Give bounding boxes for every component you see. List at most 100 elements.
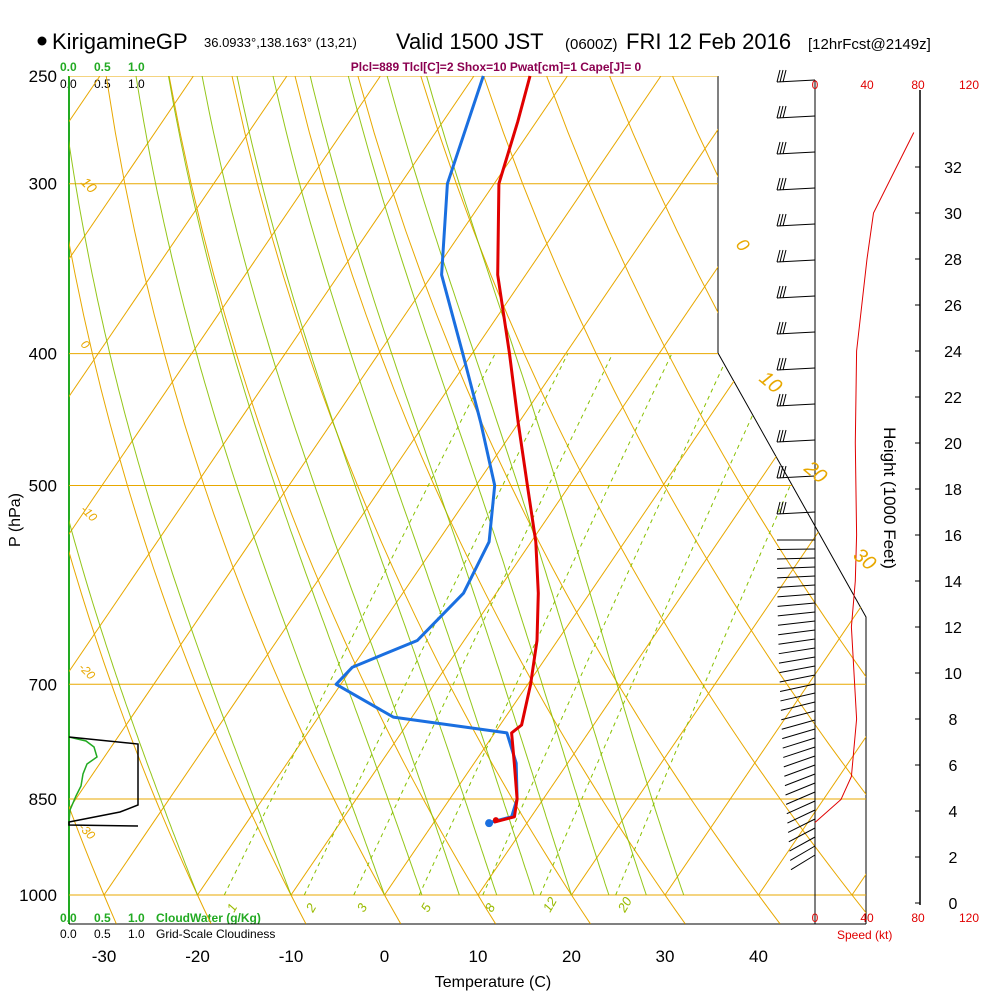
wind-barb xyxy=(777,602,816,607)
wind-barb xyxy=(777,584,816,588)
wind-barb xyxy=(784,773,816,787)
wind-barb-flag xyxy=(782,465,787,479)
height-tick-18: 18 xyxy=(944,482,962,499)
wind-barb-flag xyxy=(776,249,781,263)
dry-adiabat xyxy=(546,76,866,924)
dry-adiabat xyxy=(357,76,781,924)
wind-barb xyxy=(782,737,816,749)
y2-axis-title: Height (1000 Feet) xyxy=(880,427,899,569)
temp-tick-10: 10 xyxy=(469,947,488,966)
isotherm-line xyxy=(69,76,288,896)
wind-barb-flag xyxy=(779,213,784,227)
wind-barb-flag xyxy=(779,357,784,371)
dry-adiabat xyxy=(987,76,1000,924)
moist-adiabat xyxy=(69,76,198,896)
valid-time: Valid 1500 JST xyxy=(396,29,544,54)
wind-barb-flag xyxy=(779,177,784,191)
wind-barb-flag xyxy=(779,69,784,83)
wind-barb xyxy=(789,836,816,852)
isotherm-line xyxy=(69,76,475,896)
wind-barb-flag xyxy=(782,285,787,299)
wind-barb xyxy=(779,674,816,683)
mixing-ratio-label: 12 xyxy=(540,894,561,915)
forecast-info: [12hrFcst@2149z] xyxy=(808,36,931,53)
wind-barb-flag xyxy=(782,249,787,263)
height-tick-24: 24 xyxy=(944,344,962,361)
cw-tick-top-2: 1.0 xyxy=(128,60,145,74)
isotherm-line xyxy=(69,76,194,896)
wind-barb-flag xyxy=(779,285,784,299)
isotherm-label: 0 xyxy=(732,235,754,256)
wind-barb-flag xyxy=(782,501,787,515)
moist-adiabat xyxy=(135,76,385,896)
mixing-ratio-line xyxy=(303,353,569,896)
wind-barb-flag xyxy=(782,429,787,443)
dry-adiabat xyxy=(69,76,212,924)
profile-lines xyxy=(334,75,540,828)
wind-barb-flag xyxy=(782,393,787,407)
mixing-ratio-line xyxy=(482,353,730,896)
cw-tick-top-0: 0.0 xyxy=(60,60,77,74)
dry-adiabat xyxy=(105,76,402,924)
cl-tick-bot-1: 0.5 xyxy=(94,927,111,941)
wind-barb xyxy=(785,791,816,805)
height-tick-8: 8 xyxy=(949,712,958,729)
moist-adiabat xyxy=(168,76,423,896)
wind-barb-flag xyxy=(776,501,781,515)
wind-barb-flag xyxy=(782,213,787,227)
height-tick-6: 6 xyxy=(949,758,958,775)
wind-barb-flag xyxy=(779,393,784,407)
moist-adiabat xyxy=(309,76,572,896)
isotherm-label: -30 xyxy=(76,820,98,842)
cl-tick-top-2: 1.0 xyxy=(128,77,145,91)
cw-tick-top-1: 0.5 xyxy=(94,60,111,74)
wind-barb-flag xyxy=(776,429,781,443)
mixing-ratio-label: 5 xyxy=(418,900,435,914)
temp-tick--30: -30 xyxy=(92,947,117,966)
temp-tick--10: -10 xyxy=(279,947,304,966)
wind-barb-flag xyxy=(776,465,781,479)
dry-adiabat xyxy=(168,76,497,924)
wind-barb-flag xyxy=(779,429,784,443)
pressure-tick-850: 850 xyxy=(29,790,57,809)
moist-adiabat xyxy=(69,76,292,896)
wind-barb-flag xyxy=(782,177,787,191)
mixing-ratio-line xyxy=(539,353,781,896)
mixing-ratio-line xyxy=(418,353,673,896)
height-tick-0: 0 xyxy=(949,896,958,913)
station-name: KirigamineGP xyxy=(52,29,188,54)
valid-date: FRI 12 Feb 2016 xyxy=(626,29,791,54)
cloudiness-label: Grid-Scale Cloudiness xyxy=(156,927,275,941)
wind-barb xyxy=(788,827,816,843)
wind-barb xyxy=(783,746,816,758)
pressure-tick-300: 300 xyxy=(29,175,57,194)
temp-tick-40: 40 xyxy=(749,947,768,966)
wind-barb xyxy=(785,782,816,796)
wind-barb-flag xyxy=(779,501,784,515)
wind-barb-flag xyxy=(776,321,781,335)
height-tick-30: 30 xyxy=(944,206,962,223)
cw-tick-bot-1: 0.5 xyxy=(94,911,111,925)
cloudiness-profile xyxy=(68,736,139,827)
temp-tick--20: -20 xyxy=(185,947,210,966)
dry-adiabat xyxy=(69,76,117,924)
height-tick-16: 16 xyxy=(944,528,962,545)
height-tick-4: 4 xyxy=(949,804,958,821)
height-tick-32: 32 xyxy=(944,160,962,177)
surface-temp-dot xyxy=(492,817,499,824)
station-bullet-icon xyxy=(37,36,47,46)
wind-barb-flag xyxy=(776,357,781,371)
isotherm-line xyxy=(758,76,866,896)
speed-tick-bot-120: 120 xyxy=(959,911,979,925)
temp-tick-30: 30 xyxy=(656,947,675,966)
station-coords: 36.0933°,138.163° (13,21) xyxy=(204,35,357,50)
pressure-tick-400: 400 xyxy=(29,345,57,364)
moist-adiabat xyxy=(386,76,647,896)
wind-barb xyxy=(787,818,816,833)
isotherm-line xyxy=(69,76,381,896)
speed-tick-bot-0: 0 xyxy=(812,911,819,925)
speed-tick-bot-80: 80 xyxy=(911,911,925,925)
wind-barb xyxy=(781,719,816,730)
slanted-frame xyxy=(717,352,867,924)
